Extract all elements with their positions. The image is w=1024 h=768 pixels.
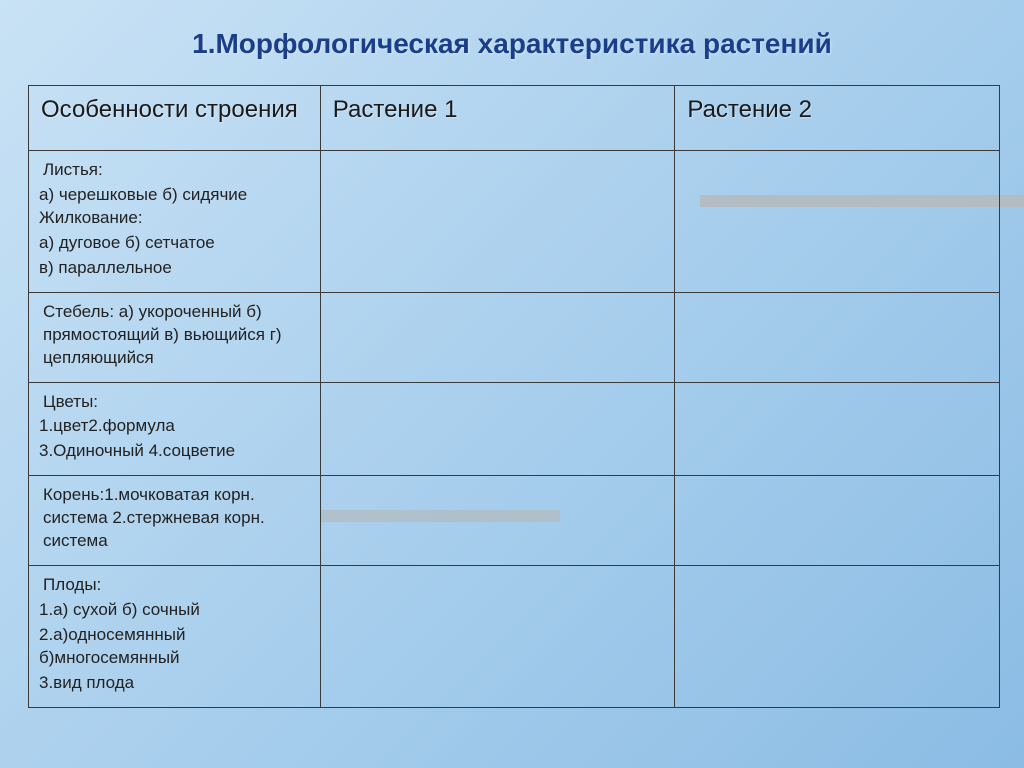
row-text: а) дуговое б) сетчатое	[39, 232, 310, 255]
col-header-plant1: Растение 1	[320, 86, 675, 151]
cell-plant2	[675, 151, 1000, 293]
table-row: Корень:1.мочковатая корн. система 2.стер…	[29, 476, 1000, 566]
cell-feature: Плоды: 1.а) сухой б) сочный 2.а)односемя…	[29, 566, 321, 708]
cell-plant1	[320, 476, 675, 566]
row-text: Цветы:	[43, 391, 310, 414]
cell-feature: Цветы: 1.цвет2.формула 3.Одиночный 4.соц…	[29, 382, 321, 476]
table-row: Плоды: 1.а) сухой б) сочный 2.а)односемя…	[29, 566, 1000, 708]
characteristics-table: Особенности строения Растение 1 Растение…	[28, 85, 1000, 708]
table-row: Цветы: 1.цвет2.формула 3.Одиночный 4.соц…	[29, 382, 1000, 476]
cell-plant2	[675, 566, 1000, 708]
row-text: 2.а)односемянный б)многосемянный	[39, 624, 310, 670]
table-row: Стебель: а) укороченный б) прямостоящий …	[29, 292, 1000, 382]
table-body: Листья: а) черешковые б) сидячие Жилкова…	[29, 151, 1000, 708]
col-header-plant2: Растение 2	[675, 86, 1000, 151]
cell-plant1	[320, 566, 675, 708]
slide-container: 1.Морфологическая характеристика растени…	[0, 0, 1024, 768]
cell-plant1	[320, 382, 675, 476]
col-header-features: Особенности строения	[29, 86, 321, 151]
row-text: Стебель: а) укороченный б) прямостоящий …	[43, 301, 310, 370]
row-text: 3.вид плода	[39, 672, 310, 695]
cell-feature: Стебель: а) укороченный б) прямостоящий …	[29, 292, 321, 382]
row-text: 1.а) сухой б) сочный	[39, 599, 310, 622]
row-text: Листья:	[43, 159, 310, 182]
cell-feature: Листья: а) черешковые б) сидячие Жилкова…	[29, 151, 321, 293]
table-header-row: Особенности строения Растение 1 Растение…	[29, 86, 1000, 151]
cell-plant1	[320, 151, 675, 293]
cell-feature: Корень:1.мочковатая корн. система 2.стер…	[29, 476, 321, 566]
row-text: а) черешковые б) сидячие Жилкование:	[39, 184, 310, 230]
cell-plant2	[675, 382, 1000, 476]
cell-plant2	[675, 292, 1000, 382]
row-text: 1.цвет2.формула	[39, 415, 310, 438]
page-title: 1.Морфологическая характеристика растени…	[0, 0, 1024, 74]
cell-plant1	[320, 292, 675, 382]
row-text: Корень:1.мочковатая корн. система 2.стер…	[43, 484, 310, 553]
row-text: 3.Одиночный 4.соцветие	[39, 440, 310, 463]
cell-plant2	[675, 476, 1000, 566]
row-text: в) параллельное	[39, 257, 310, 280]
table-row: Листья: а) черешковые б) сидячие Жилкова…	[29, 151, 1000, 293]
row-text: Плоды:	[43, 574, 310, 597]
